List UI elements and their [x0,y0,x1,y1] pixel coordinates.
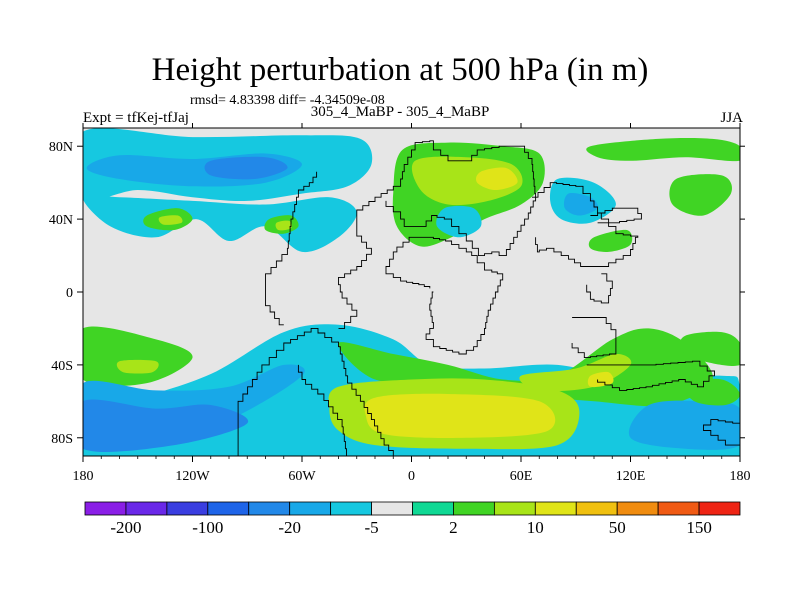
colorbar-label: -20 [278,518,301,537]
y-tick-label: 0 [66,286,73,301]
coastline-1 [237,327,394,456]
colorbar-swatch [412,501,454,516]
contour-region-arctic-positive-rim [586,138,740,162]
comparison-label: 305_4_MaBP - 305_4_MaBP [310,104,490,120]
colorbar-label: -200 [110,518,141,537]
coastline-6 [532,182,639,267]
x-tick-label: 60E [510,469,533,484]
colorbar-label: 10 [527,518,544,537]
colorbar-label: 150 [686,518,712,537]
colorbar-swatch [616,501,659,516]
coastline-5 [265,171,318,326]
colorbar-swatch [657,501,700,516]
contour-region-central-asia-positive-cell [588,229,633,253]
colorbar-swatch [371,501,413,516]
y-tick-label: 80N [49,140,73,155]
coastline-4 [385,236,504,355]
season-label: JJA [720,110,743,126]
coastline-9 [571,317,617,359]
x-tick-label: 120E [616,469,646,484]
colorbar-swatch [534,501,577,516]
experiment-label: Expt = tfKej-tfJaj [83,110,189,126]
contour-region-sh-pacific-positive-cell [679,331,740,366]
colorbar-swatch [248,501,291,516]
colorbar-swatch [289,501,332,516]
colorbar-swatch [698,501,741,516]
colorbar-label: 2 [449,518,458,537]
colorbar-swatch [166,501,209,516]
colorbar: -200 -100 -20 -5 2 10 50 150 [84,501,741,537]
colorbar-swatch [330,501,372,516]
y-tick-label: 40N [49,213,73,228]
y-tick-label: 80S [51,432,73,447]
colorbar-swatch [575,501,618,516]
contour-region-sh-positive-indian-band [338,328,713,407]
x-tick-label: 60W [288,469,316,484]
colorbar-label: -100 [192,518,223,537]
contour-region-north-pacific-positive-cell [669,174,733,216]
coastline-11 [703,419,740,446]
colorbar-label: -5 [365,518,379,537]
contour-region-europe-negative-cell [436,205,482,238]
x-tick-label: 120W [175,469,210,484]
colorbar-swatch [453,501,495,516]
colorbar-swatch [207,501,250,516]
contour-region-east-asia-negative-core [563,193,599,216]
colorbar-swatch [125,501,168,516]
colorbar-swatch [493,501,536,516]
contour-region-sh-west-negative-deep [83,399,249,452]
coastline-10 [586,360,715,391]
contour-region-antarctic-positive-core [364,393,556,439]
coastlines [237,140,740,456]
axes: 180 120W 60W 0 60E 120E 180 80N 40N 0 40S 80S [49,123,751,484]
contour-region-sh-positive-rim-west [83,326,193,387]
coastline-2 [297,364,348,456]
contour-region-sh-east-positive-patch [683,378,740,406]
contour-regions [83,128,740,456]
contour-region-eurasia-positive-inner [476,167,518,190]
x-tick-label: 180 [73,469,94,484]
contour-region-sh-positive-indian-inner [587,371,614,388]
coastline-7 [590,207,642,224]
coastline-3 [338,140,537,329]
colorbar-swatch [84,501,127,516]
rmsd-diff-stats: rmsd= 4.83398 diff= -4.34509e-08 [190,93,385,108]
y-tick-label: 40S [51,359,73,374]
contour-region-sh-positive-rim-west-core [116,359,159,374]
contour-region-atlantic-positive-cell-core [275,220,292,231]
contour-region-sh-east-negative-core [629,400,740,450]
contour-region-pacific-positive-cell-core [158,215,183,225]
x-tick-label: 0 [408,469,415,484]
contour-region-nh-negative-deep-core [204,156,288,180]
colorbar-label: 50 [609,518,626,537]
contour-region-nh-negative-band-tail [83,194,357,253]
chart-title: Height perturbation at 500 hPa (in m) [151,52,649,88]
x-tick-label: 180 [730,469,751,484]
coastline-8 [586,273,613,304]
